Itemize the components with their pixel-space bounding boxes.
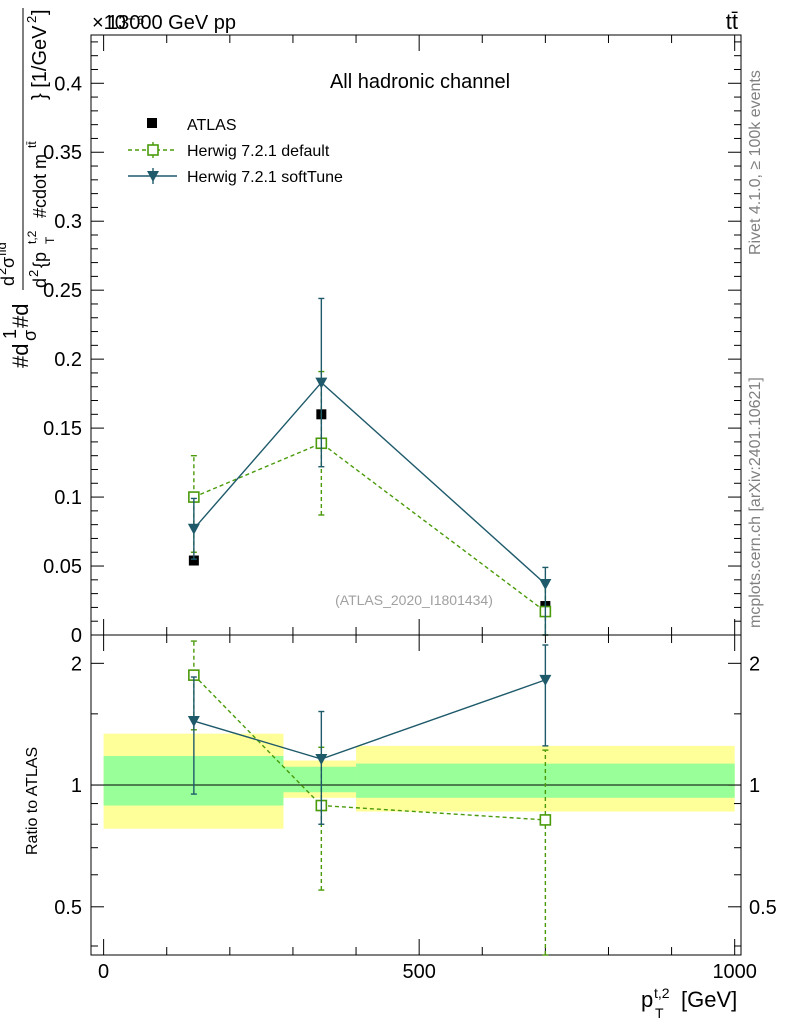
- x-axis-label: p t,2 T [GeV]: [641, 985, 737, 1021]
- legend-label-default: Herwig 7.2.1 default: [187, 143, 330, 160]
- svg-text:#d: #d: [8, 344, 33, 368]
- main-y-axis-label: #d 1 σ #d d 2 σ fid d 2 {p t,2 T #cdot m…: [0, 8, 57, 368]
- ratio-panel: 0.5 0.5 1 1 2 2 0 500 1000: [54, 634, 777, 983]
- svg-text:T: T: [43, 236, 57, 244]
- svg-text:[GeV]: [GeV]: [681, 987, 737, 1012]
- ratio-frame: [90, 634, 742, 956]
- y-tick-label: 0: [71, 625, 82, 647]
- rivet-label: Rivet 4.1.0, ≥ 100k events: [747, 70, 764, 255]
- legend-marker-atlas: [147, 118, 157, 128]
- ratio-y-axis-label: Ratio to ATLAS: [24, 747, 41, 855]
- svg-text:1: 1: [0, 329, 20, 339]
- ratio-y-tick-label: 1: [71, 775, 82, 797]
- svg-text:2: 2: [0, 268, 9, 275]
- ratio-y-tick-label-right: 0.5: [749, 897, 777, 919]
- ratio-y-tick-label-right: 2: [749, 653, 760, 675]
- ratio-y-tick-label-right: 1: [749, 775, 760, 797]
- y-tick-label: 0.3: [54, 211, 82, 233]
- energy-label: 13000 GeV pp: [107, 12, 236, 34]
- analysis-watermark: (ATLAS_2020_I1801434): [335, 592, 493, 608]
- svg-text:σ: σ: [20, 330, 40, 341]
- legend-label-atlas: ATLAS: [187, 117, 237, 134]
- ratio-softtune-point: [315, 753, 328, 765]
- legend-label-softtune: Herwig 7.2.1 softTune: [187, 169, 343, 186]
- uncertainty-band-inner: [283, 766, 357, 793]
- svg-text:2: 2: [26, 270, 41, 277]
- svg-text:{p: {p: [30, 252, 50, 268]
- ratio-softtune-point: [187, 716, 200, 728]
- svg-text:fid: fid: [0, 242, 9, 256]
- exponent-label: ×10⁻⁶: [92, 12, 145, 34]
- svg-text:d: d: [0, 276, 18, 286]
- legend-marker-softtune: [147, 171, 159, 182]
- svg-text:T: T: [655, 1005, 664, 1021]
- y-tick-label: 0.05: [43, 556, 82, 578]
- svg-text:t,2: t,2: [25, 230, 39, 244]
- atlas-point: [188, 555, 199, 566]
- y-tick-label: 0.25: [43, 280, 82, 302]
- svg-text:2: 2: [24, 16, 39, 23]
- svg-text:tt̄: tt̄: [25, 141, 39, 148]
- ratio-softtune-point: [539, 674, 552, 686]
- svg-text:#cdot m: #cdot m: [30, 154, 50, 218]
- svg-text:σ: σ: [0, 257, 18, 268]
- main-panel: 0 0.05 0.1 0.15 0.2 0.25 0.3 0.35 0.4: [43, 34, 742, 647]
- legend-marker-default: [147, 144, 159, 156]
- mcplots-label: mcplots.cern.ch [arXiv:2401.10621]: [747, 377, 764, 628]
- legend: ATLAS Herwig 7.2.1 default Herwig 7.2.1 …: [128, 117, 343, 186]
- ratio-y-tick-label: 0.5: [54, 897, 82, 919]
- ratio-y-tick-label: 2: [71, 653, 82, 675]
- svg-text:p: p: [641, 987, 653, 1012]
- chart-title: All hadronic channel: [330, 71, 510, 93]
- process-label: tt̄: [726, 9, 738, 34]
- default-line: [193, 442, 546, 613]
- softtune-line: [193, 381, 546, 585]
- y-tick-label: 0.2: [54, 349, 82, 371]
- softtune-point: [539, 578, 552, 590]
- svg-text:d: d: [30, 278, 50, 288]
- svg-text:} [1/GeV: } [1/GeV: [29, 25, 51, 100]
- x-tick-label: 1000: [712, 961, 757, 983]
- y-tick-label: 0.15: [43, 418, 82, 440]
- softtune-point: [315, 377, 328, 389]
- x-tick-label: 500: [402, 961, 435, 983]
- svg-text:#d: #d: [8, 304, 33, 328]
- y-tick-label: 0.4: [54, 73, 82, 95]
- ratio-default-point: [539, 814, 552, 826]
- x-tick-label: 0: [98, 961, 109, 983]
- y-tick-label: 0.35: [43, 142, 82, 164]
- svg-text:]: ]: [29, 9, 51, 15]
- svg-text:t,2: t,2: [654, 985, 670, 1001]
- y-tick-label: 0.1: [54, 487, 82, 509]
- softtune-point: [187, 523, 200, 535]
